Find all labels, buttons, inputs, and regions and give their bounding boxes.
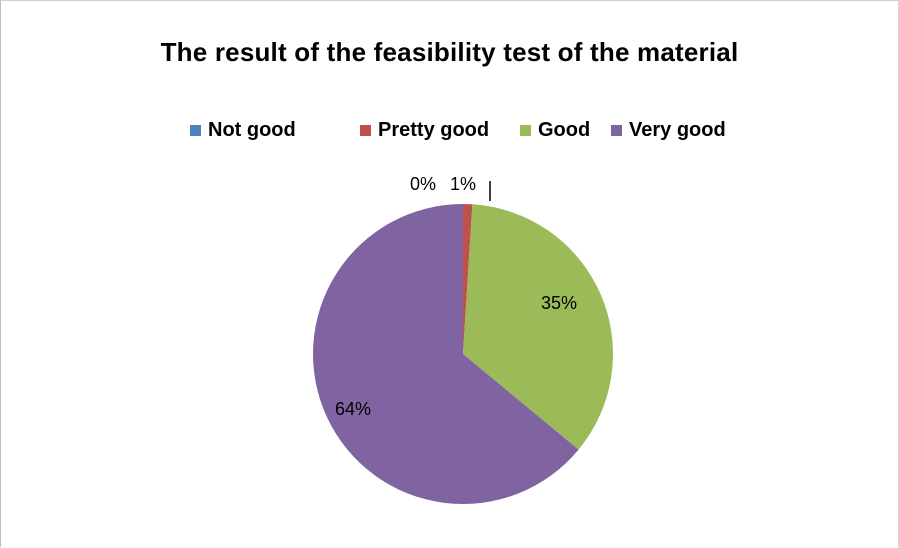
data-label-not-good: 0%	[410, 174, 436, 194]
data-label-pretty-good: 1%	[450, 174, 476, 194]
data-label-good: 35%	[541, 293, 577, 313]
data-label-very-good: 64%	[335, 399, 371, 419]
